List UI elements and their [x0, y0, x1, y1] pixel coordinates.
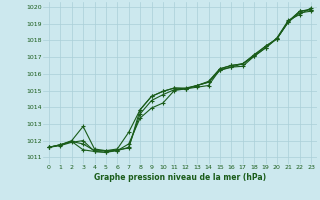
X-axis label: Graphe pression niveau de la mer (hPa): Graphe pression niveau de la mer (hPa) — [94, 173, 266, 182]
